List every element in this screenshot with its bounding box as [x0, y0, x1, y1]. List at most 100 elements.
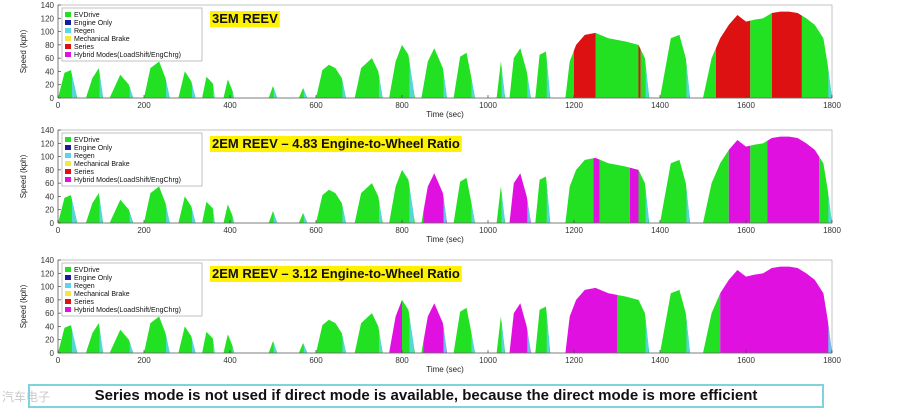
x-tick-label: 1800 — [823, 226, 841, 235]
x-tick-label: 600 — [309, 226, 323, 235]
legend-label: Engine Only — [74, 275, 113, 282]
legend-label: Regen — [74, 28, 95, 35]
legend-label: Engine Only — [74, 20, 113, 27]
y-tick-label: 20 — [45, 206, 54, 215]
y-tick-label: 80 — [45, 41, 54, 50]
legend-swatch — [65, 177, 71, 182]
legend-swatch — [65, 275, 71, 280]
x-tick-label: 800 — [395, 101, 409, 110]
x-tick-label: 1400 — [651, 226, 669, 235]
x-tick-label: 1600 — [737, 226, 755, 235]
mode-segment-7 — [629, 136, 639, 223]
y-tick-label: 120 — [41, 139, 55, 148]
legend-swatch — [65, 307, 71, 312]
y-tick-label: 120 — [41, 14, 55, 23]
legend-box — [61, 262, 203, 317]
mode-segment-9 — [728, 136, 751, 223]
legend-swatch — [65, 161, 71, 166]
title-highlight — [210, 266, 462, 282]
y-axis-title: Speed (kph) — [19, 154, 28, 198]
chart-title: 2EM REEV – 4.83 Engine-to-Wheel Ratio — [212, 136, 460, 151]
x-tick-label: 600 — [309, 356, 323, 365]
legend-box — [61, 7, 203, 62]
chart-panel-3: 0 200 400 600 800 1000 1200 1400 1600 1800 0 20 40 60… — [0, 255, 900, 377]
x-tick-label: 1200 — [565, 226, 583, 235]
y-tick-label: 140 — [41, 126, 55, 135]
legend-swatch — [65, 283, 71, 288]
legend-label: Engine Only — [74, 145, 113, 152]
legend-swatch — [65, 12, 71, 17]
y-axis-title: Speed (kph) — [19, 29, 28, 73]
y-tick-label: 40 — [45, 192, 54, 201]
legend-label: Hybrid Modes(LoadShift/EngChrg) — [74, 307, 181, 314]
mode-segment-4 — [638, 11, 641, 98]
legend-label: Mechanical Brake — [74, 291, 130, 298]
x-tick-label: 1600 — [737, 356, 755, 365]
x-tick-label: 1200 — [565, 356, 583, 365]
y-tick-label: 40 — [45, 67, 54, 76]
legend-swatch — [65, 44, 71, 49]
legend-label: Mechanical Brake — [74, 36, 130, 43]
x-tick-label: 1800 — [823, 356, 841, 365]
legend-label: Regen — [74, 283, 95, 290]
y-tick-label: 140 — [41, 1, 55, 10]
legend-swatch — [65, 52, 71, 57]
legend-swatch — [65, 267, 71, 272]
chart-title-group: 2EM REEV – 4.83 Engine-to-Wheel Ratio — [210, 136, 462, 152]
legend-swatch — [65, 299, 71, 304]
x-tick-label: 1000 — [479, 101, 497, 110]
x-axis-title: Time (sec) — [426, 365, 464, 374]
y-tick-label: 40 — [45, 322, 54, 331]
y-tick-label: 0 — [50, 219, 55, 228]
y-tick-label: 0 — [50, 94, 55, 103]
title-highlight — [210, 11, 280, 27]
legend-swatch — [65, 169, 71, 174]
x-tick-label: 1000 — [479, 226, 497, 235]
y-tick-label: 120 — [41, 269, 55, 278]
plot-frame — [57, 259, 833, 354]
legend-label: EVDrive — [74, 267, 100, 274]
caption-box: Series mode is not used if direct mode i… — [28, 384, 824, 408]
legend-label: Mechanical Brake — [74, 161, 130, 168]
legend-swatch — [65, 28, 71, 33]
y-tick-label: 0 — [50, 349, 55, 358]
chart-title: 2EM REEV – 3.12 Engine-to-Wheel Ratio — [212, 266, 460, 281]
legend-swatch — [65, 36, 71, 41]
mode-segment-7 — [750, 11, 772, 98]
chart-title: 3EM REEV — [212, 11, 278, 26]
y-tick-label: 80 — [45, 296, 54, 305]
y-tick-label: 100 — [41, 283, 55, 292]
legend-label: EVDrive — [74, 12, 100, 19]
legend-label: Series — [74, 299, 94, 306]
watermark: 汽车电子 — [2, 390, 51, 404]
x-tick-label: 0 — [56, 226, 61, 235]
legend-label: Series — [74, 169, 94, 176]
x-tick-label: 1000 — [479, 356, 497, 365]
legend-swatch — [65, 153, 71, 158]
title-highlight — [210, 136, 462, 152]
mode-segment-1 — [574, 11, 581, 98]
x-tick-label: 1400 — [651, 101, 669, 110]
x-tick-label: 0 — [56, 101, 61, 110]
chart-2em-reev-3-12: 0 200 400 600 800 1000 1200 1400 1600 1800 0 20 40 60… — [19, 256, 841, 374]
x-tick-label: 1600 — [737, 101, 755, 110]
y-axis-title: Speed (kph) — [19, 284, 28, 328]
y-tick-label: 60 — [45, 179, 54, 188]
legend-swatch — [65, 20, 71, 25]
mode-segment-5 — [593, 136, 600, 223]
legend-label: Hybrid Modes(LoadShift/EngChrg) — [74, 52, 181, 59]
x-tick-label: 400 — [223, 356, 237, 365]
legend-label: Series — [74, 44, 94, 51]
mode-segment-11 — [767, 136, 820, 223]
legend-label: EVDrive — [74, 137, 100, 144]
x-tick-label: 800 — [395, 226, 409, 235]
x-tick-label: 400 — [223, 101, 237, 110]
x-tick-label: 200 — [137, 356, 151, 365]
x-tick-label: 400 — [223, 226, 237, 235]
x-tick-label: 600 — [309, 101, 323, 110]
x-axis-title: Time (sec) — [426, 110, 464, 119]
x-tick-label: 200 — [137, 101, 151, 110]
plot-frame — [57, 129, 833, 224]
chart-panel-2: 0 200 400 600 800 1000 1200 1400 1600 1800 0 20 40 60… — [0, 125, 900, 247]
